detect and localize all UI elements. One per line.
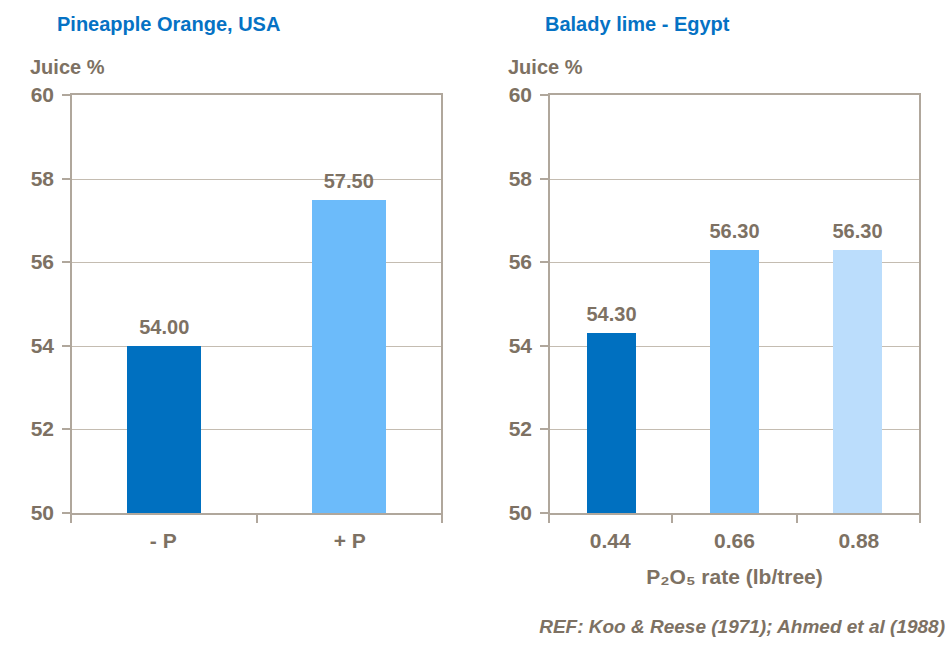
plot-area: 54.00 57.50 bbox=[70, 93, 443, 515]
x-axis-title: P₂O₅ rate (lb/tree) bbox=[548, 565, 921, 589]
x-tick bbox=[70, 515, 72, 523]
bar-value-label: 56.30 bbox=[673, 220, 796, 243]
bar-0.88 bbox=[833, 250, 882, 513]
y-tick-58 bbox=[62, 178, 70, 180]
y-tick-label-58: 58 bbox=[31, 166, 54, 190]
x-tick bbox=[919, 515, 921, 523]
bar-value-label: 54.00 bbox=[72, 316, 257, 339]
chart-balady-lime-egypt: Balady lime - Egypt Juice % 50 52 54 56 58 60… bbox=[478, 0, 951, 600]
bar-0.66 bbox=[710, 250, 759, 513]
y-tick-label-58: 58 bbox=[509, 166, 532, 190]
x-tick bbox=[256, 515, 258, 523]
y-tick-label-60: 60 bbox=[31, 83, 54, 107]
bar-- P bbox=[127, 346, 201, 513]
y-tick-54 bbox=[62, 345, 70, 347]
y-axis-title: Juice % bbox=[30, 56, 104, 79]
y-tick-60 bbox=[540, 94, 548, 96]
bar-value-label: 56.30 bbox=[796, 220, 919, 243]
y-tick-56 bbox=[540, 261, 548, 263]
figure-canvas: Pineapple Orange, USA Juice % 50 52 54 56 58… bbox=[0, 0, 951, 658]
x-tick bbox=[671, 515, 673, 523]
y-tick-58 bbox=[540, 178, 548, 180]
y-tick-label-56: 56 bbox=[31, 250, 54, 274]
y-axis: 505254565860 bbox=[0, 93, 70, 515]
bar-+ P bbox=[312, 200, 386, 514]
gridline-56 bbox=[72, 262, 441, 263]
y-tick-label-56: 56 bbox=[509, 250, 532, 274]
chart-title: Balady lime - Egypt bbox=[545, 13, 730, 36]
y-axis-title: Juice % bbox=[508, 56, 582, 79]
y-tick-54 bbox=[540, 345, 548, 347]
x-tick-label-0.88: 0.88 bbox=[838, 529, 879, 553]
y-tick-label-54: 54 bbox=[31, 333, 54, 357]
x-tick-label-0.66: 0.66 bbox=[714, 529, 755, 553]
y-tick-label-52: 52 bbox=[31, 417, 54, 441]
x-tick-label-+ P: + P bbox=[334, 529, 366, 553]
y-tick-label-52: 52 bbox=[509, 417, 532, 441]
y-tick-52 bbox=[540, 428, 548, 430]
y-tick-56 bbox=[62, 261, 70, 263]
bar-value-label: 54.30 bbox=[550, 303, 673, 326]
y-tick-50 bbox=[62, 512, 70, 514]
y-axis: 505254565860 bbox=[478, 93, 548, 515]
plot-area: 54.30 56.3056.30 bbox=[548, 93, 921, 515]
y-tick-label-60: 60 bbox=[509, 83, 532, 107]
y-tick-label-50: 50 bbox=[31, 501, 54, 525]
reference-citation: REF: Koo & Reese (1971); Ahmed et al (19… bbox=[539, 616, 945, 638]
bar-0.44 bbox=[587, 333, 636, 513]
y-tick-label-50: 50 bbox=[509, 501, 532, 525]
y-tick-50 bbox=[540, 512, 548, 514]
y-tick-label-54: 54 bbox=[509, 333, 532, 357]
chart-pineapple-orange-usa: Pineapple Orange, USA Juice % 50 52 54 56 58… bbox=[0, 0, 475, 600]
x-tick bbox=[441, 515, 443, 523]
x-tick-label-- P: - P bbox=[150, 529, 177, 553]
x-tick-label-0.44: 0.44 bbox=[590, 529, 631, 553]
x-tick bbox=[548, 515, 550, 523]
x-axis: P₂O₅ rate (lb/tree) 0.44 0.66 0.88 bbox=[548, 515, 921, 600]
gridline-58 bbox=[550, 179, 919, 180]
chart-title: Pineapple Orange, USA bbox=[57, 13, 280, 36]
y-tick-52 bbox=[62, 428, 70, 430]
y-tick-60 bbox=[62, 94, 70, 96]
bar-value-label: 57.50 bbox=[257, 170, 442, 193]
x-tick bbox=[796, 515, 798, 523]
x-axis: - P + P bbox=[70, 515, 443, 600]
